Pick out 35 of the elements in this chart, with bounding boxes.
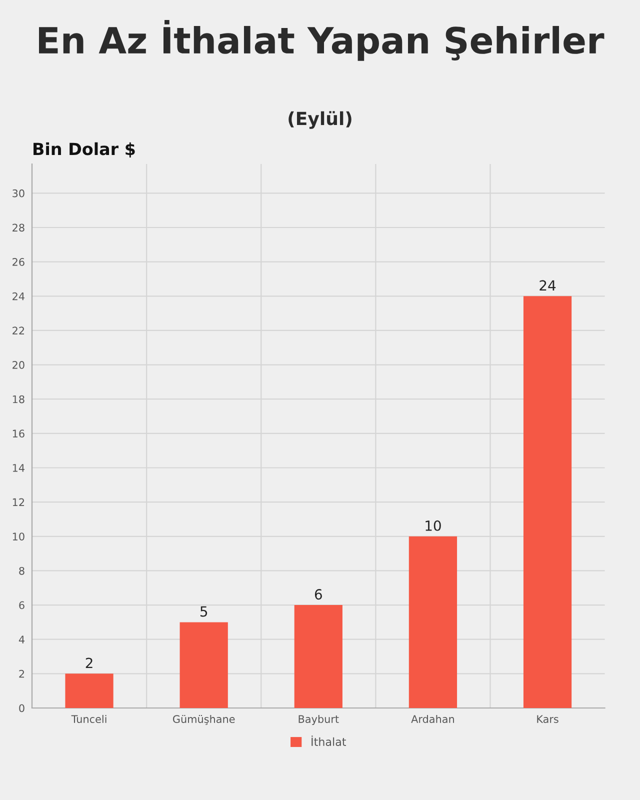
- y-tick-label: 10: [12, 532, 24, 540]
- data-label: 6: [314, 589, 322, 600]
- legend-label: İthalat: [312, 736, 346, 746]
- x-tick-label: Gümüşhane: [173, 714, 235, 725]
- y-tick-label: 0: [19, 704, 24, 712]
- chart-subtitle: (Eylül): [288, 111, 352, 129]
- x-tick-label: Tunceli: [71, 714, 106, 724]
- bar: [294, 605, 342, 708]
- bar: [523, 296, 572, 708]
- y-tick-label: 30: [12, 189, 24, 198]
- y-tick-label: 24: [12, 292, 24, 300]
- y-tick-label: 6: [19, 601, 24, 610]
- bar: [180, 622, 228, 708]
- y-tick-label: 20: [12, 361, 24, 369]
- y-tick-label: 8: [19, 566, 24, 575]
- bar: [65, 674, 114, 708]
- y-tick-label: 22: [12, 326, 24, 334]
- x-tick-label: Kars: [537, 715, 558, 724]
- y-tick-label: 28: [12, 224, 24, 232]
- x-tick-label: Ardahan: [411, 714, 454, 724]
- y-tick-label: 26: [12, 258, 24, 266]
- data-label: 2: [86, 658, 92, 668]
- data-label: 10: [426, 520, 441, 531]
- y-tick-label: 4: [18, 636, 24, 644]
- data-label: 24: [540, 280, 556, 290]
- y-tick-label: 16: [12, 430, 24, 438]
- x-tick-label: Bayburt: [298, 714, 339, 726]
- y-tick-label: 2: [19, 670, 24, 678]
- data-label: 5: [200, 606, 208, 617]
- y-tick-label: 12: [12, 498, 24, 506]
- y-axis-title: Bin Dolar $: [34, 142, 135, 158]
- y-tick-label: 14: [12, 464, 24, 472]
- chart-title: En Az İthalat Yapan Şehirler: [39, 20, 604, 61]
- y-tick-label: 18: [12, 395, 24, 404]
- bar: [408, 536, 458, 708]
